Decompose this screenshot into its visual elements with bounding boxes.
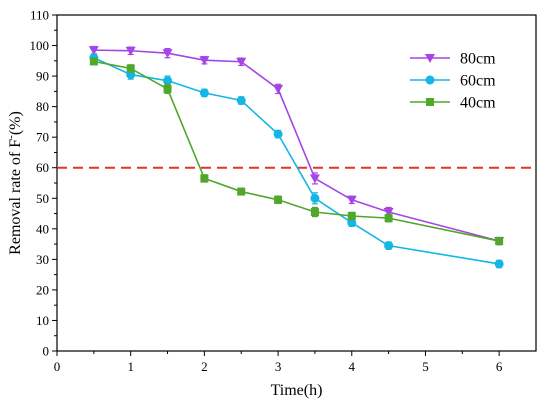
y-tick-label: 100: [30, 38, 50, 53]
series-80cm: [88, 45, 505, 247]
y-axis-title-main: Removal rate of F: [7, 139, 24, 255]
data-point: [162, 49, 173, 59]
data-point: [88, 46, 99, 56]
y-tick-label: 0: [43, 344, 50, 359]
y-tick-label: 30: [36, 252, 49, 267]
data-point: [347, 211, 356, 220]
data-point: [495, 237, 504, 246]
data-point: [199, 56, 210, 66]
y-tick-label: 90: [36, 69, 49, 84]
data-point: [384, 241, 394, 251]
legend-marker: [425, 54, 435, 63]
y-axis-title-superscript: -: [5, 135, 17, 139]
data-point: [310, 208, 319, 217]
y-tick-label: 50: [36, 191, 49, 206]
x-tick-label: 4: [349, 359, 356, 374]
data-point: [384, 214, 393, 223]
y-axis-title: Removal rate of F-(%): [5, 111, 24, 255]
y-tick-label: 10: [36, 313, 49, 328]
y-tick-label: 80: [36, 99, 49, 114]
data-point: [346, 195, 357, 205]
x-tick-label: 1: [127, 359, 134, 374]
data-point: [273, 129, 283, 139]
data-point: [236, 96, 246, 106]
legend-marker: [426, 98, 434, 106]
data-point: [236, 57, 247, 67]
series-group: [88, 45, 505, 269]
legend-label: 40cm: [460, 95, 496, 112]
y-tick-label: 20: [36, 282, 49, 297]
data-point: [273, 84, 284, 94]
plot-area: 0 1 2 3 4 5 6 0 10 20 30 40 50 60 70 80 90 100 110: [30, 8, 537, 374]
x-axis-ticks: 0 1 2 3 4 5 6: [54, 351, 503, 374]
y-tick-label: 70: [36, 130, 49, 145]
legend-item-60cm: 60cm: [410, 73, 496, 90]
x-tick-label: 5: [422, 359, 429, 374]
legend-item-40cm: 40cm: [410, 95, 496, 112]
data-point: [163, 76, 173, 86]
data-point: [309, 174, 320, 184]
legend-label: 60cm: [460, 73, 496, 90]
y-tick-label: 40: [36, 221, 49, 236]
data-point: [347, 218, 357, 228]
x-tick-label: 3: [275, 359, 282, 374]
y-tick-label: 60: [36, 160, 49, 175]
y-axis-ticks: 0 10 20 30 40 50 60 70 80 90 100 110: [30, 8, 57, 359]
x-tick-label: 2: [201, 359, 208, 374]
series-line-40cm: [93, 60, 500, 242]
legend-item-80cm: 80cm: [410, 51, 496, 68]
data-point: [383, 208, 394, 218]
series-40cm: [89, 57, 504, 246]
legend: 80cm 60cm 40cm: [410, 51, 496, 112]
data-point: [274, 195, 283, 204]
data-point: [494, 259, 504, 269]
series-line-60cm: [93, 57, 500, 265]
data-point: [126, 64, 135, 73]
series-line-80cm: [93, 49, 500, 242]
data-point: [163, 84, 172, 93]
y-tick-label: 110: [30, 8, 49, 23]
legend-label: 80cm: [460, 51, 496, 68]
x-axis-title: Time(h): [271, 382, 323, 399]
x-tick-label: 6: [496, 359, 503, 374]
data-point: [89, 57, 98, 66]
legend-marker: [425, 75, 435, 85]
data-point: [200, 174, 209, 183]
x-tick-label: 0: [54, 359, 61, 374]
data-point: [310, 193, 320, 203]
y-axis-title-suffix: (%): [7, 111, 24, 135]
data-point: [125, 46, 136, 56]
data-point: [199, 88, 209, 98]
series-60cm: [89, 53, 504, 269]
data-point: [237, 187, 246, 196]
